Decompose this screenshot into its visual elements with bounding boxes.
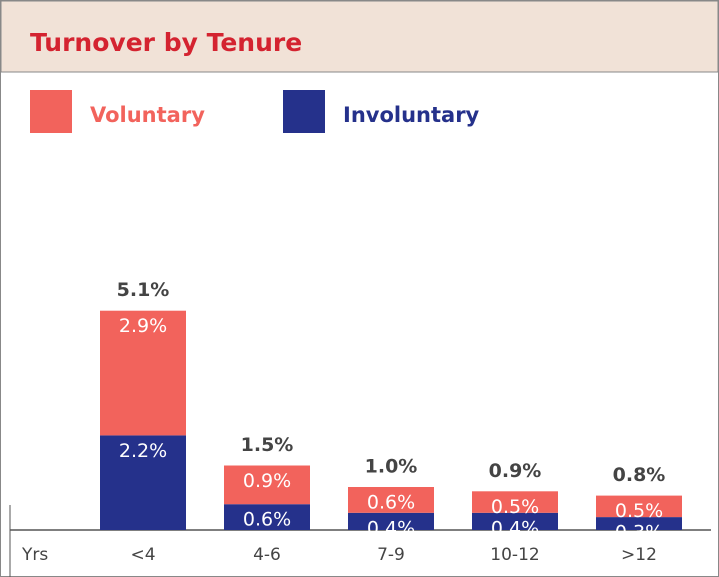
- bar-segment: [596, 517, 682, 530]
- legend-swatch: [283, 90, 325, 133]
- bar-segment: [472, 512, 558, 530]
- bar-segment: [596, 495, 682, 518]
- x-axis-label: Yrs: [21, 545, 48, 565]
- bar-segment: [348, 487, 434, 513]
- bar-segment: [472, 491, 558, 513]
- legend-label: Involuntary: [343, 103, 480, 127]
- x-tick-label: >12: [621, 545, 657, 565]
- value-label: 2.2%: [119, 440, 167, 462]
- x-tick-label: 7-9: [377, 545, 405, 565]
- value-label: 0.9%: [243, 470, 291, 492]
- legend-swatch: [30, 90, 72, 133]
- total-label: 0.8%: [613, 464, 666, 486]
- x-tick-label: <4: [130, 545, 155, 565]
- value-label: 0.4%: [367, 517, 415, 539]
- value-label: 0.6%: [367, 492, 415, 514]
- header: [0, 0, 719, 73]
- x-tick-label: 4-6: [253, 545, 281, 565]
- bar-segment: [100, 310, 186, 436]
- total-label: 5.1%: [117, 279, 170, 301]
- value-label: 0.6%: [243, 509, 291, 531]
- legend-label: Voluntary: [90, 103, 205, 127]
- value-label: 0.5%: [491, 496, 539, 518]
- bar-segment: [224, 504, 310, 530]
- bar-segment: [100, 435, 186, 530]
- total-label: 1.0%: [365, 456, 418, 478]
- value-label: 0.5%: [615, 500, 663, 522]
- value-label: 0.4%: [491, 517, 539, 539]
- value-label: 2.9%: [119, 315, 167, 337]
- bar-segment: [224, 465, 310, 505]
- total-label: 0.9%: [489, 460, 542, 482]
- value-label: 0.3%: [615, 522, 663, 544]
- x-tick-label: 10-12: [490, 545, 539, 565]
- total-label: 1.5%: [241, 434, 294, 456]
- chart-title: Turnover by Tenure: [30, 28, 302, 57]
- bar-segment: [348, 512, 434, 530]
